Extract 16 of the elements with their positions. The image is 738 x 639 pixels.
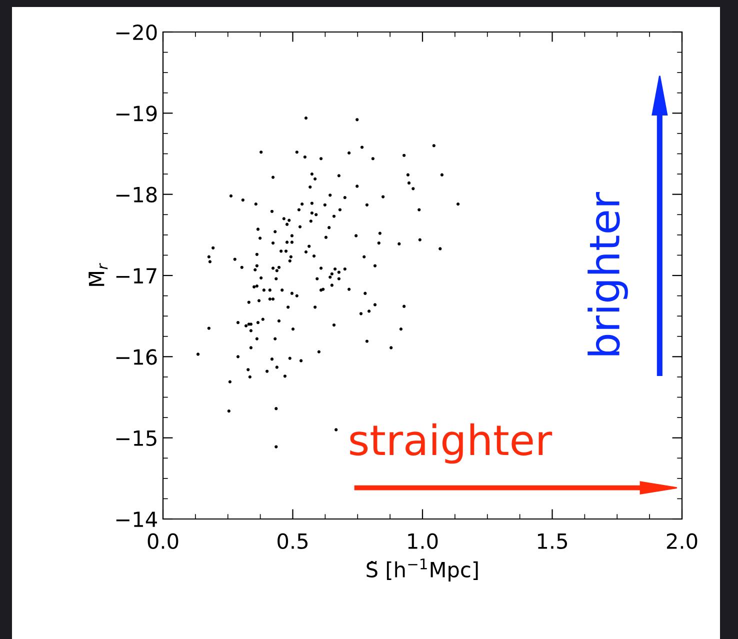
y-tick-label: −14 <box>116 512 157 527</box>
x-tick-label: 0.5 <box>278 533 308 550</box>
y-tick-label: −17 <box>116 268 156 284</box>
x-axis-title: S̃ [h$^{−1}$Mpc] <box>366 558 478 582</box>
y-tick-label: −16 <box>116 349 157 365</box>
y-tick-label: −18 <box>116 186 157 203</box>
annotation: straighter <box>350 423 552 464</box>
x-tick-label: 1.0 <box>408 533 438 550</box>
x-tick-label: 1.5 <box>538 534 567 550</box>
y-tick-label: −20 <box>116 24 157 40</box>
y-tick-label: −15 <box>116 430 156 446</box>
y-tick-label: −19 <box>116 106 157 122</box>
annotation: brighter <box>588 192 628 356</box>
y-axis-title: M̄$_{r}$ <box>88 262 108 286</box>
x-tick-label: 2.0 <box>666 533 698 550</box>
x-tick-label: 0.0 <box>148 533 178 550</box>
